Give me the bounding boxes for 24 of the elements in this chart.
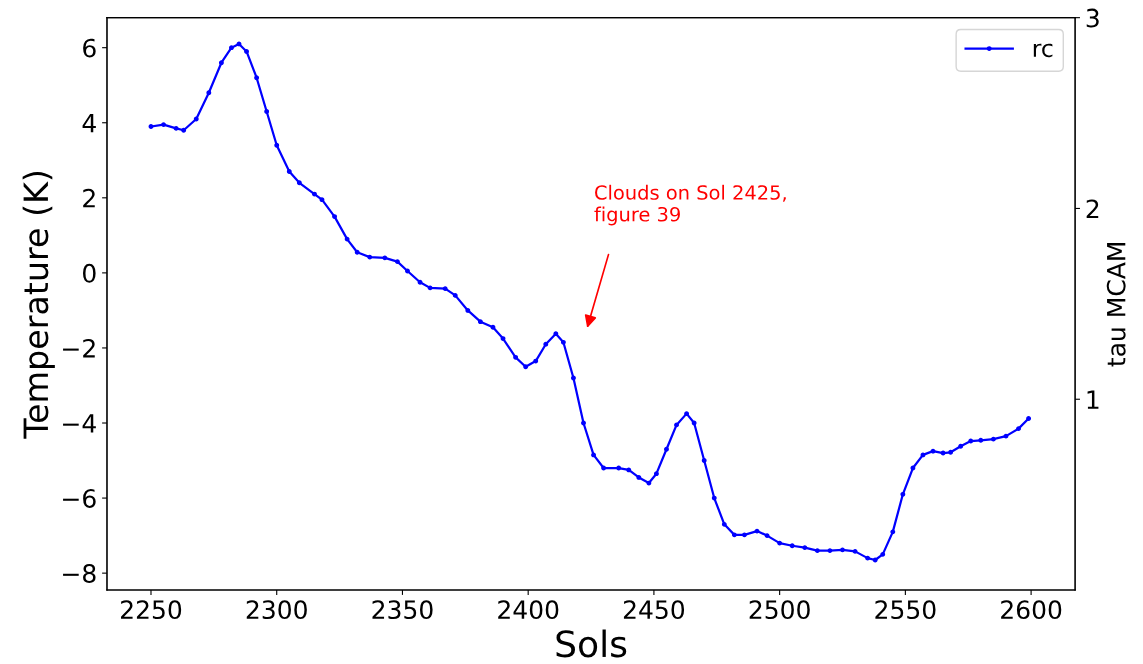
y2-tick-label: 1: [1087, 390, 1099, 409]
legend-label: rc: [1033, 43, 1053, 58]
y-tick-label: 4: [82, 114, 96, 133]
x-tick-label: 2400: [498, 600, 559, 620]
x-tick-label: 2250: [121, 600, 182, 620]
x-tick-label: 2550: [875, 600, 936, 620]
annotation: Clouds on Sol 2425, figure 39: [594, 184, 786, 226]
y-tick-label: 6: [83, 38, 96, 58]
x-tick-label: 2600: [1001, 600, 1062, 620]
y-tick-label: −2: [63, 338, 95, 358]
x-tick-label: 2450: [623, 600, 685, 620]
y-tick-label: 0: [83, 263, 96, 283]
y2-tick-label: 2: [1086, 199, 1099, 218]
y-tick-label: −4: [63, 414, 96, 433]
x-tick-label: 2350: [372, 600, 433, 620]
x-tick-label: 2500: [749, 600, 810, 620]
x-axis-title: Sols: [556, 629, 627, 658]
y-tick-label: −6: [63, 489, 96, 508]
y2-tick-label: 3: [1086, 8, 1099, 28]
y-axis-title: Temperature (K): [22, 171, 55, 439]
y-tick-label: −8: [63, 564, 96, 583]
y-tick-label: 2: [83, 188, 95, 208]
x-tick-label: 2300: [246, 600, 307, 620]
y2-axis-title: tau MCAM: [1106, 242, 1126, 367]
